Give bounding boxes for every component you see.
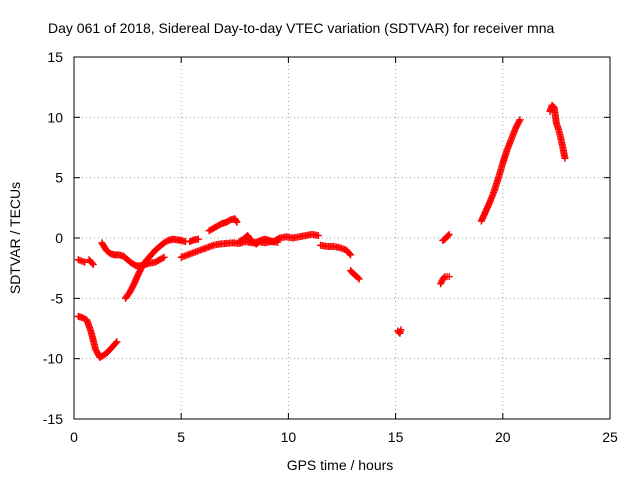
y-tick-label: -15 (43, 411, 63, 427)
data-point (88, 259, 96, 267)
y-axis-title: SDTVAR / TECUs (7, 182, 23, 294)
chart-title: Day 061 of 2018, Sidereal Day-to-day VTE… (48, 20, 554, 36)
data-point (112, 339, 120, 347)
data-points (74, 101, 569, 361)
data-point (233, 218, 241, 226)
data-point (397, 326, 405, 334)
data-point (445, 230, 453, 238)
data-point (437, 278, 445, 286)
data-point (113, 338, 121, 346)
grid (74, 57, 610, 419)
data-point (516, 116, 524, 124)
y-tick-label: 10 (47, 109, 63, 125)
tick-labels: 0 5 10 15 20 25 -15 -10 -5 0 5 10 15 (43, 49, 618, 445)
y-tick-label: 15 (47, 49, 63, 65)
data-point (354, 274, 362, 282)
x-tick-label: 20 (495, 429, 511, 445)
data-point (561, 154, 569, 162)
data-point (346, 250, 354, 258)
data-point (445, 273, 453, 281)
data-point (232, 217, 240, 225)
x-tick-label: 25 (602, 429, 618, 445)
data-point (440, 274, 448, 282)
x-tick-label: 0 (70, 429, 78, 445)
x-tick-label: 10 (281, 429, 297, 445)
data-point (437, 280, 445, 288)
data-point (194, 235, 202, 243)
x-axis-title: GPS time / hours (287, 457, 394, 473)
y-tick-label: -10 (43, 351, 63, 367)
data-point (347, 251, 355, 259)
y-tick-label: 0 (55, 230, 63, 246)
data-point (89, 261, 97, 269)
data-point (515, 117, 523, 125)
y-tick-label: -5 (51, 290, 64, 306)
x-tick-label: 15 (388, 429, 404, 445)
axes (73, 56, 611, 420)
data-point (355, 275, 363, 283)
data-point (81, 258, 89, 266)
data-point (314, 232, 322, 240)
data-point (444, 232, 452, 240)
data-point (159, 254, 167, 262)
data-point (160, 253, 168, 261)
x-tick-label: 5 (177, 429, 185, 445)
y-tick-label: 5 (55, 170, 63, 186)
